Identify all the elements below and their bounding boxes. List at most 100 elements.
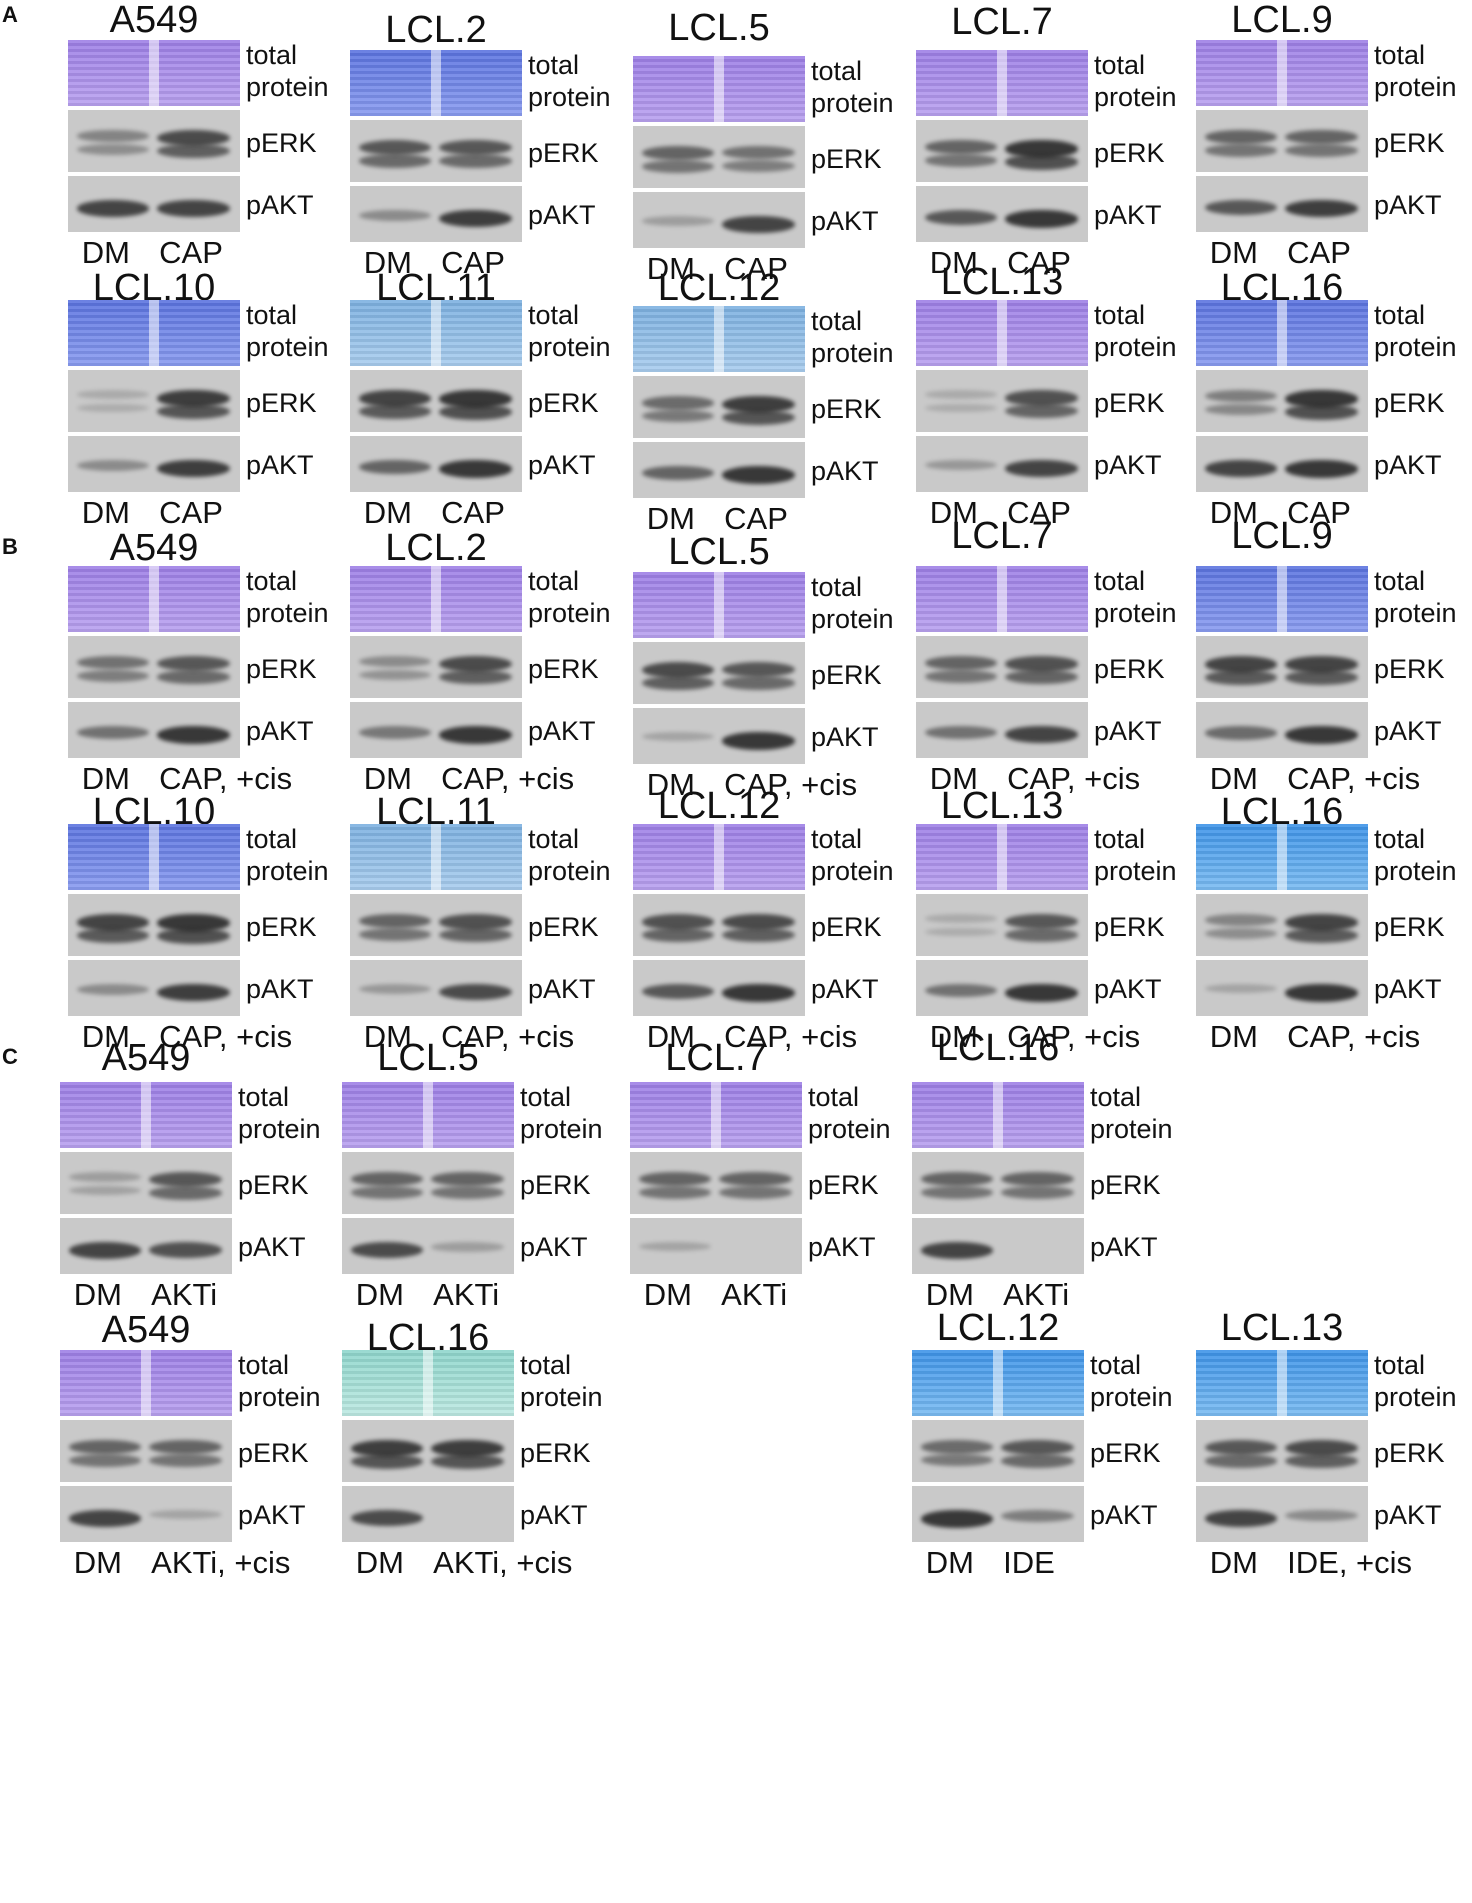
pakt-blot [68, 702, 240, 758]
perk-blot [633, 126, 805, 188]
band-dm [358, 726, 431, 739]
band-dm [76, 200, 149, 217]
total-protein-label: total [811, 572, 863, 602]
perk-label: pERK [246, 654, 317, 684]
band-treated [431, 1242, 504, 1252]
blot-panel: LCL.7 total protein pERK pAKT DM CAP [916, 2, 1208, 290]
lane-label-dm: DM [646, 1019, 695, 1054]
total-protein-label: total [1094, 824, 1146, 854]
pakt-label: pAKT [1374, 190, 1442, 220]
pakt-label: pAKT [811, 456, 879, 486]
pakt-label: pAKT [1374, 716, 1442, 746]
lane-label-dm: DM [929, 245, 978, 280]
lane-label-dm: DM [646, 251, 695, 286]
band-treated [1285, 404, 1358, 420]
blot-panel: LCL.5 total protein pERK pAKT DM AKTi [342, 1038, 634, 1322]
total-protein-label: protein [528, 82, 611, 112]
lane-label-treatment: CAP [159, 495, 223, 530]
lane-label-dm: DM [73, 1545, 122, 1580]
blot-title: A549 [101, 1309, 191, 1351]
pakt-label: pAKT [528, 974, 596, 1004]
pakt-blot [633, 708, 805, 764]
band-dm [1204, 726, 1277, 740]
pakt-blot [916, 436, 1088, 492]
band-dm [920, 1172, 993, 1186]
band-dm [924, 404, 997, 413]
lane-label-treatment: CAP, +cis [1007, 1019, 1141, 1054]
pakt-blot [916, 186, 1088, 242]
lane-label-dm: DM [643, 1277, 692, 1312]
lane-label-treatment: CAP, +cis [441, 1019, 575, 1054]
perk-blot [68, 110, 240, 172]
total-protein-label: total [246, 40, 298, 70]
total-protein-label: protein [528, 332, 611, 362]
band-dm [641, 396, 714, 410]
blot-panel: LCL.2 total protein pERK pAKT DM CAP, +cis [350, 528, 642, 806]
pakt-label: pAKT [1094, 716, 1162, 746]
blot-panel: A549 total protein pERK pAKT DM AKTi [60, 1038, 352, 1322]
lane-label-treatment: CAP [724, 501, 788, 536]
band-dm [641, 466, 714, 480]
blot-panel: LCL.2 total protein pERK pAKT DM CAP [350, 10, 642, 290]
lane-label-dm: DM [929, 1019, 978, 1054]
perk-label: pERK [246, 128, 317, 158]
lane-label-dm: DM [355, 1545, 404, 1580]
pakt-blot [1196, 960, 1368, 1016]
band-treated [722, 676, 795, 690]
perk-blot [68, 370, 240, 432]
perk-label: pERK [1374, 128, 1445, 158]
pakt-label: pAKT [1094, 974, 1162, 1004]
perk-label: pERK [808, 1170, 879, 1200]
band-dm [1204, 404, 1277, 416]
pakt-blot [60, 1218, 232, 1274]
perk-label: pERK [1094, 138, 1165, 168]
perk-label: pERK [1090, 1438, 1161, 1468]
total-protein-label: protein [1374, 856, 1457, 886]
band-dm [1204, 984, 1277, 993]
total-protein-label: protein [520, 1114, 603, 1144]
lane-divider [1276, 1350, 1288, 1416]
perk-blot [60, 1152, 232, 1214]
lane-label-treatment: AKTi [1003, 1277, 1070, 1312]
pakt-blot [633, 442, 805, 498]
lane-divider [1276, 300, 1288, 366]
total-protein-label: total [1090, 1350, 1142, 1380]
lane-divider [140, 1350, 152, 1416]
band-dm [358, 670, 431, 681]
band-dm [68, 1454, 141, 1467]
band-treated [157, 200, 230, 217]
lane-label-treatment: CAP [159, 235, 223, 270]
blot-panel: LCL.13 total protein pERK pAKT DM CAP [916, 262, 1208, 540]
lane-divider [148, 40, 160, 106]
blot-title: LCL.16 [936, 1027, 1060, 1069]
band-treated [719, 1186, 792, 1199]
blot-panel: A549 total protein pERK pAKT DM CAP, +cis [68, 528, 360, 806]
perk-label: pERK [238, 1438, 309, 1468]
total-protein-label: total [811, 824, 863, 854]
total-protein-label: total [1094, 566, 1146, 596]
perk-blot [916, 894, 1088, 956]
total-protein-label: protein [1090, 1114, 1173, 1144]
band-treated [1005, 984, 1078, 1002]
total-protein-stain [68, 40, 240, 106]
pakt-blot [68, 436, 240, 492]
pakt-blot [916, 702, 1088, 758]
blot-panel: LCL.12 total protein pERK pAKT DM CAP, +cis [633, 786, 925, 1064]
pakt-blot [60, 1486, 232, 1542]
blot-panel: LCL.9 total protein pERK pAKT DM CAP [1196, 0, 1472, 280]
total-protein-label: total [246, 824, 298, 854]
blot-panel: LCL.16 total protein pERK pAKT DM CAP [1196, 268, 1472, 540]
lane-divider [992, 1082, 1004, 1148]
pakt-label: pAKT [528, 200, 596, 230]
band-dm [358, 140, 431, 155]
band-dm [350, 1510, 423, 1526]
band-treated [1005, 154, 1078, 170]
pakt-label: pAKT [238, 1232, 306, 1262]
total-protein-label: total [1374, 40, 1426, 70]
pakt-label: pAKT [1094, 450, 1162, 480]
total-protein-label: total [528, 566, 580, 596]
lane-divider [140, 1082, 152, 1148]
band-dm [924, 984, 997, 997]
band-treated [157, 670, 230, 684]
band-treated [1001, 1510, 1074, 1522]
